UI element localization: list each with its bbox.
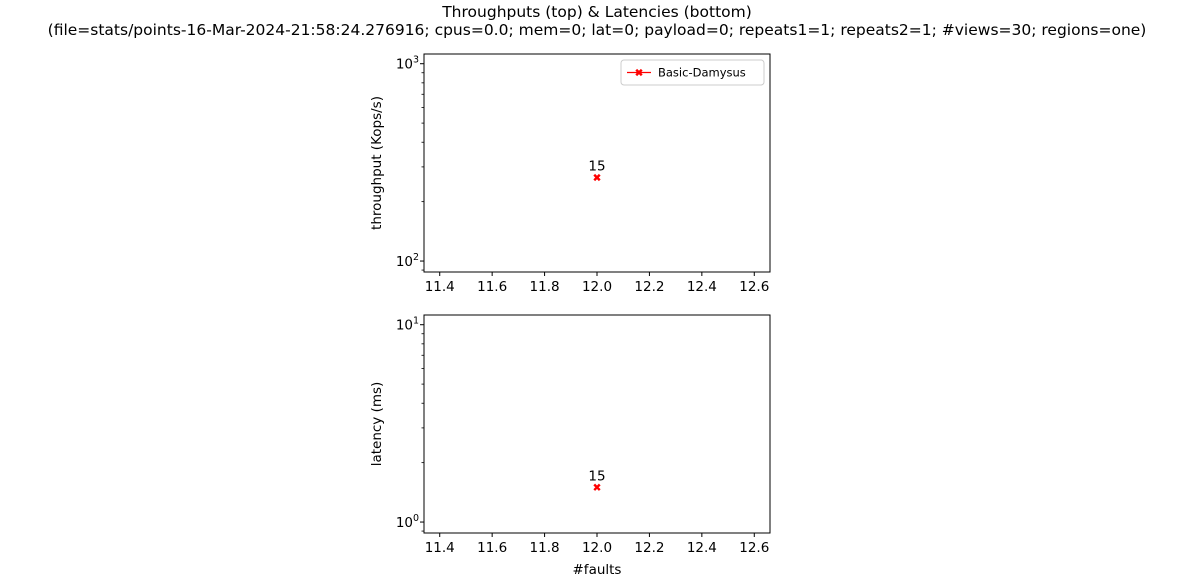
y-tick-label: 10 xyxy=(396,57,413,73)
x-tick-label: 12.4 xyxy=(687,540,717,556)
x-axis-label: #faults xyxy=(573,562,622,578)
x-tick-label: 12.2 xyxy=(634,540,664,556)
y-tick-base: 10 xyxy=(396,515,413,531)
y-axis-label: latency (ms) xyxy=(369,382,385,467)
legend-label: Basic-Damysus xyxy=(658,66,746,80)
x-tick-label: 11.6 xyxy=(477,540,507,556)
y-axis-label: throughput (Kops/s) xyxy=(369,96,385,230)
x-tick-label: 12.6 xyxy=(739,540,769,556)
x-tick-label: 12.6 xyxy=(739,279,769,295)
throughput-panel: 11.4 11.6 11.8 12.0 12.2 12.4 12.610 210 3throug… xyxy=(369,53,771,295)
x-tick-label: 11.6 xyxy=(477,279,507,295)
legend-marker xyxy=(635,68,643,77)
x-tick-label: 11.8 xyxy=(530,540,560,556)
legend: Basic-Damysus xyxy=(620,59,765,86)
y-tick-base: 10 xyxy=(396,57,413,73)
y-tick-label: 10 xyxy=(396,515,413,531)
x-tick-label: 11.4 xyxy=(425,279,455,295)
data-point-label: 15 xyxy=(588,468,605,484)
y-tick-exponent: 1 xyxy=(413,316,419,327)
y-tick-exponent: 2 xyxy=(413,252,419,263)
x-tick-label: 12.0 xyxy=(582,540,612,556)
y-tick-base: 10 xyxy=(396,318,413,334)
latency-panel: 11.4 11.6 11.8 12.0 12.2 12.4 12.610 010 1latenc… xyxy=(369,314,771,578)
x-tick-label: 12.4 xyxy=(687,279,717,295)
y-tick-label: 10 xyxy=(396,318,413,334)
data-point-marker xyxy=(593,483,601,491)
y-tick-base: 10 xyxy=(396,254,413,270)
figure-title-line-2: (file=stats/points-16-Mar-2024-21:58:24.… xyxy=(48,21,1147,39)
y-tick-label: 10 xyxy=(396,254,413,270)
data-point-marker xyxy=(593,173,601,182)
figure-title-line-1: Throughputs (top) & Latencies (bottom) xyxy=(441,3,752,21)
x-tick-label: 11.4 xyxy=(425,540,455,556)
axes-frame xyxy=(423,314,771,534)
legend-box xyxy=(620,59,765,86)
y-tick-exponent: 0 xyxy=(413,513,419,524)
x-tick-label: 12.2 xyxy=(634,279,664,295)
data-point-label: 15 xyxy=(588,159,605,175)
x-tick-label: 12.0 xyxy=(582,279,612,295)
x-tick-label: 11.8 xyxy=(530,279,560,295)
y-tick-exponent: 3 xyxy=(413,55,419,66)
